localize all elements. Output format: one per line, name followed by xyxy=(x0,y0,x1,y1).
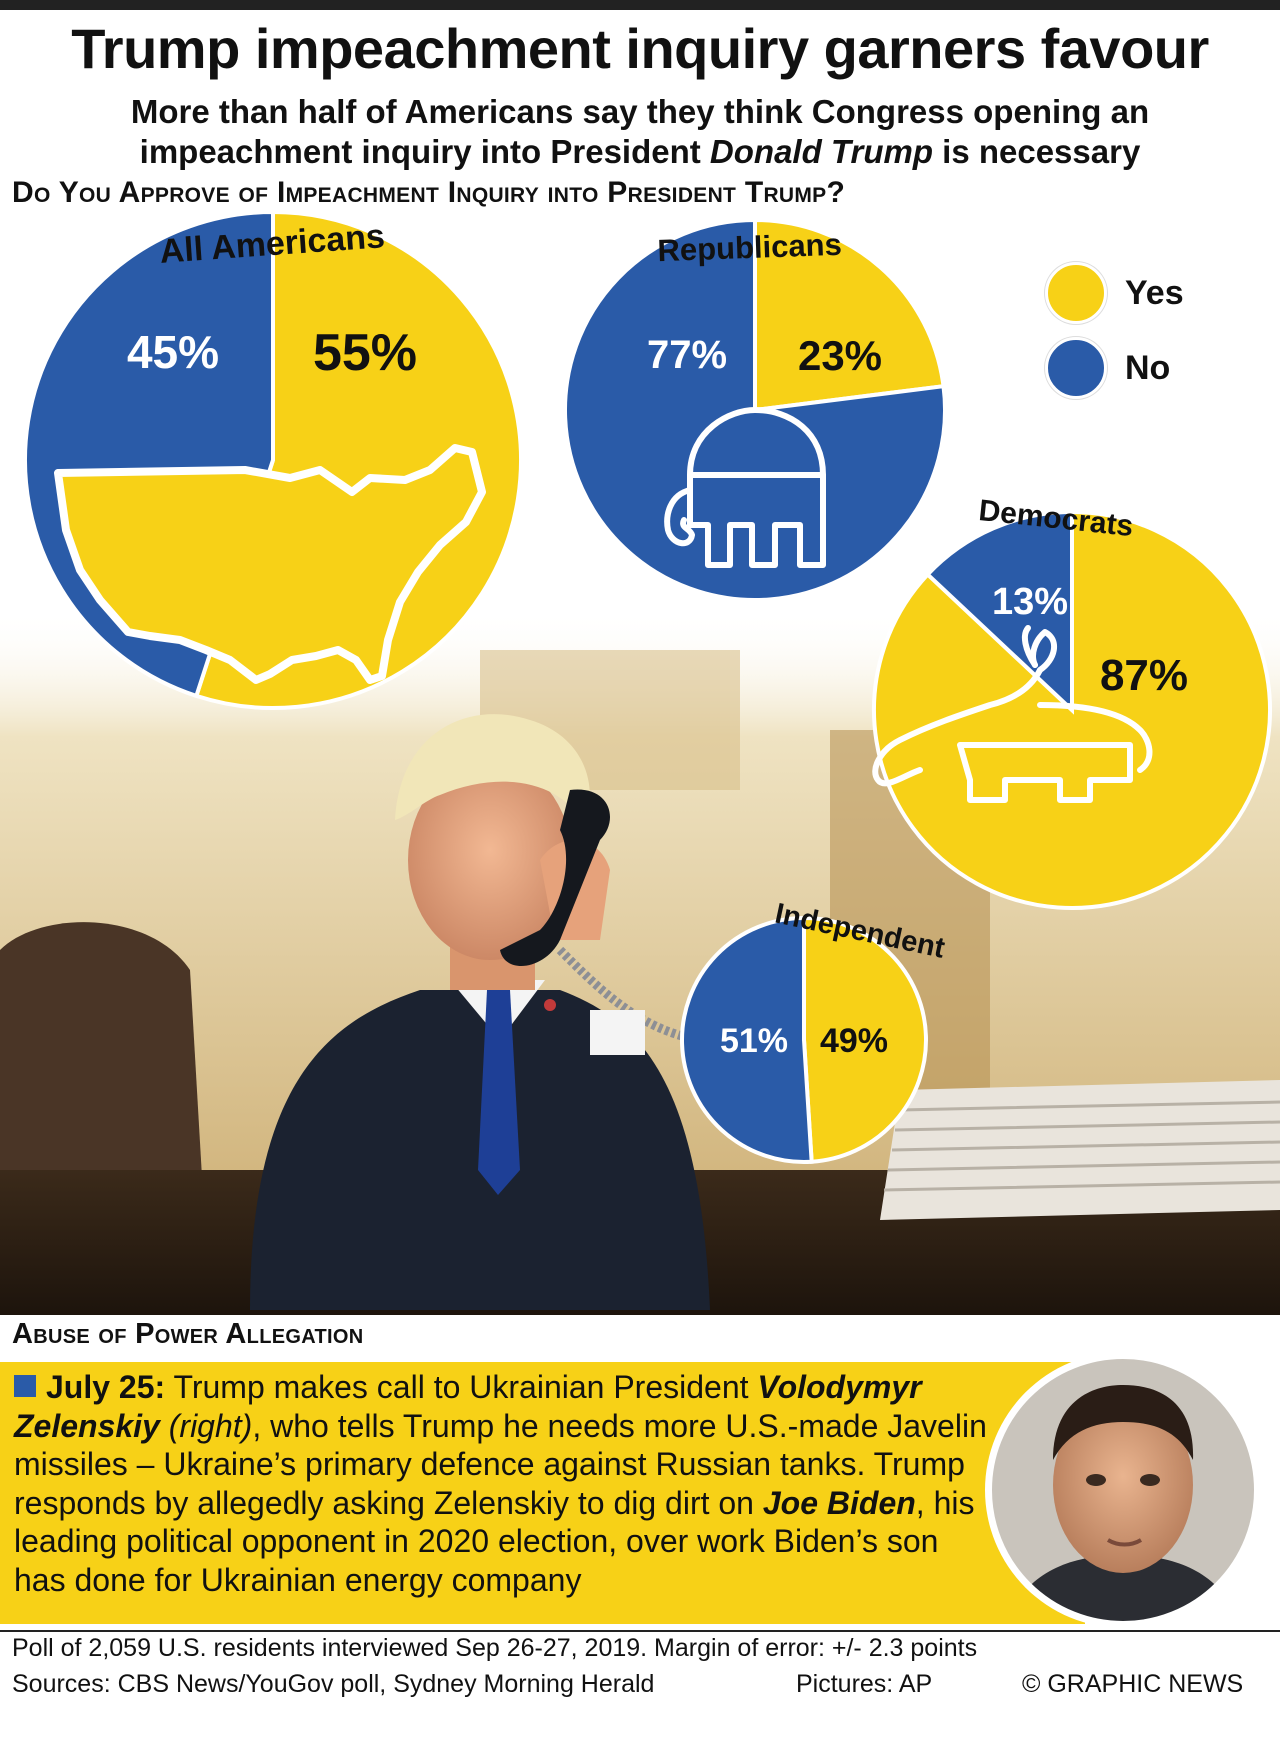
subtitle-line2-suffix: is necessary xyxy=(932,133,1141,170)
top-rule xyxy=(0,0,1280,10)
flag-pin xyxy=(544,999,556,1011)
paper-stack-lines xyxy=(883,1100,1280,1192)
sources-note: Sources: CBS News/YouGov poll, Sydney Mo… xyxy=(12,1670,655,1698)
subtitle-trump-name: Donald Trump xyxy=(709,133,933,170)
legend-yes: Yes xyxy=(1045,262,1184,324)
pie-democrats: 13% 87% Democrats xyxy=(872,494,1272,910)
legend-yes-swatch xyxy=(1045,262,1107,324)
story-biden-name: Joe Biden xyxy=(762,1484,916,1521)
pictures-credit: Pictures: AP xyxy=(796,1670,933,1698)
hair xyxy=(395,714,590,825)
pie-all-americans: 45% 55% All Americans xyxy=(23,209,523,710)
story-right-note: (right) xyxy=(159,1407,253,1444)
pie-independent: 51% 49% Independent xyxy=(680,898,948,1164)
legend-no-label: No xyxy=(1125,348,1171,387)
poll-note: Poll of 2,059 U.S. residents interviewed… xyxy=(12,1634,978,1662)
zelenskiy-portrait xyxy=(985,1352,1261,1628)
story-zelenskiy-name: Volodymyr Zelenskiy xyxy=(14,1369,922,1444)
subtitle-line1: More than half of Americans say they thi… xyxy=(130,93,1150,130)
blue-tie xyxy=(478,990,520,1195)
legend-no-swatch xyxy=(1045,337,1107,399)
section-title: Abuse of Power Allegation xyxy=(12,1318,364,1350)
legend-no: No xyxy=(1045,337,1170,399)
trump-phone-photo xyxy=(0,610,1280,1315)
pie-independent-no-label: 51% xyxy=(720,1022,788,1060)
story-part1: Trump makes call to Ukrainian President xyxy=(165,1369,758,1405)
allegation-box xyxy=(0,1362,1085,1624)
page-title: Trump impeachment inquiry garners favour xyxy=(71,17,1209,80)
story-part3: , who tells Trump he needs more U.S.-mad… xyxy=(14,1407,987,1521)
pie-republicans: 77% 23% Republicans xyxy=(563,217,947,602)
page-subtitle: More than half of Americans say they thi… xyxy=(40,92,1240,172)
copyright: © GRAPHIC NEWS xyxy=(1022,1670,1244,1698)
face xyxy=(408,760,572,960)
story-part4: , his leading political opponent in 2020… xyxy=(14,1484,975,1598)
pie-all-americans-no-label: 45% xyxy=(127,326,219,378)
pie-charts: 45% 55% All Americans 77% 23% Republican… xyxy=(23,209,1272,1164)
pie-democrats-yes-label: 87% xyxy=(1100,651,1188,700)
pie-republicans-no-label: 77% xyxy=(647,333,727,377)
pie-republicans-yes-slice xyxy=(753,217,946,413)
bullet-square xyxy=(14,1375,36,1397)
pie-republicans-yes-label: 23% xyxy=(798,332,882,379)
footer-rule xyxy=(0,1630,1280,1632)
subtitle-line2-prefix: impeachment inquiry into President xyxy=(139,133,710,170)
pie-all-americans-yes-label: 55% xyxy=(313,324,417,382)
pie-republicans-no-slice xyxy=(563,217,947,602)
pie-republicans-name: Republicans xyxy=(657,227,842,268)
question-title: Do You Approve of Impeachment Inquiry in… xyxy=(12,176,846,209)
legend-yes-label: Yes xyxy=(1125,273,1184,312)
pie-independent-no-slice xyxy=(680,915,814,1164)
pie-independent-yes-slice xyxy=(802,915,929,1164)
story-date: July 25: xyxy=(46,1369,166,1405)
pie-democrats-no-label: 13% xyxy=(992,581,1068,623)
pie-democrats-yes-slice xyxy=(872,509,1272,910)
allegation-text: July 25: Trump makes call to Ukrainian P… xyxy=(14,1368,994,1599)
donkey-icon xyxy=(872,625,1153,803)
telephone-handset xyxy=(500,789,610,967)
pie-independent-yes-label: 49% xyxy=(820,1022,888,1060)
us-map-icon xyxy=(54,444,486,684)
elephant-icon xyxy=(664,407,826,568)
shirt-cuff xyxy=(590,1010,645,1055)
